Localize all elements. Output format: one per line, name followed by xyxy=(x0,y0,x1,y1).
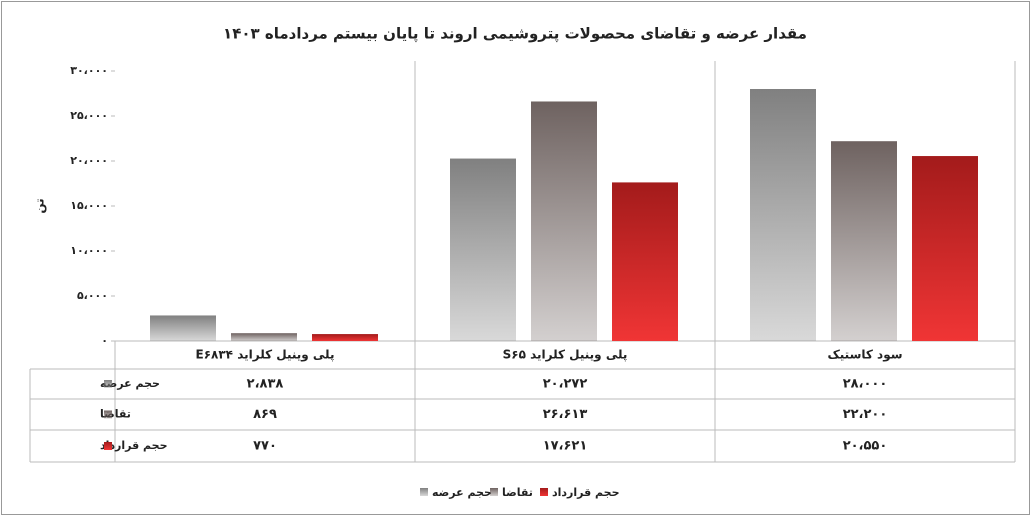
table-value: ۱۷،۶۲۱ xyxy=(543,439,588,454)
bar xyxy=(450,158,516,341)
legend-key xyxy=(540,488,548,496)
table-value: ۲۸،۰۰۰ xyxy=(843,377,888,392)
table-value: ۲۰،۵۵۰ xyxy=(843,439,888,454)
bar xyxy=(750,89,816,341)
legend-key xyxy=(104,410,112,419)
legend-key xyxy=(420,488,428,496)
table-series-label: حجم قرارداد xyxy=(100,439,168,452)
bar xyxy=(231,333,297,341)
bar xyxy=(612,182,678,341)
y-axis-label: تن xyxy=(33,198,47,213)
table-value: ۲،۸۳۸ xyxy=(247,377,284,392)
bar xyxy=(831,141,897,341)
table-value: ۲۲،۲۰۰ xyxy=(843,407,888,422)
legend-key xyxy=(104,380,112,388)
bar xyxy=(150,315,216,341)
table-value: ۲۰،۲۷۲ xyxy=(543,377,588,392)
y-tick-label: ۱۰،۰۰۰ xyxy=(70,244,108,257)
table-value: ۷۷۰ xyxy=(253,439,277,454)
legend-label: حجم قرارداد xyxy=(552,486,620,499)
category-label: پلی وینیل کلراید E۶۸۳۴ xyxy=(196,348,335,363)
y-tick-label: ۱۵،۰۰۰ xyxy=(70,199,108,212)
legend-label: تقاضا xyxy=(502,486,533,499)
y-tick-label: ۳۰،۰۰۰ xyxy=(70,64,108,77)
category-label: پلی وینیل کلراید S۶۵ xyxy=(503,348,628,363)
y-tick-label: ۲۵،۰۰۰ xyxy=(70,109,108,122)
legend-label: حجم عرضه xyxy=(432,486,492,499)
chart-title: مقدار عرضه و تقاضای محصولات پتروشیمی ارو… xyxy=(223,25,807,44)
y-tick-label: ۲۰،۰۰۰ xyxy=(70,154,108,167)
bar xyxy=(531,101,597,341)
bar xyxy=(912,156,978,341)
legend-key xyxy=(490,488,498,496)
table-value: ۸۶۹ xyxy=(253,407,277,422)
bar xyxy=(312,334,378,341)
y-tick-label: ۵،۰۰۰ xyxy=(77,289,108,302)
table-value: ۲۶،۶۱۳ xyxy=(543,407,588,422)
y-tick-label: ۰ xyxy=(101,334,108,347)
category-label: سود کاستیک xyxy=(827,348,902,363)
legend-key xyxy=(104,442,112,450)
table-series-label: حجم عرضه xyxy=(100,377,160,390)
